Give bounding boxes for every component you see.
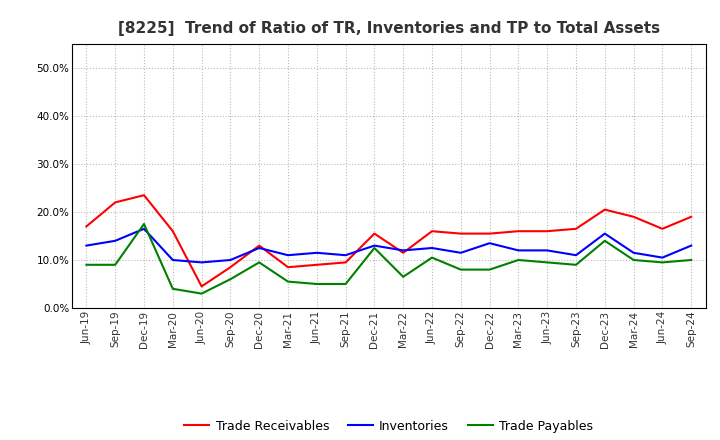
Inventories [370, 243, 379, 248]
Inventories [226, 257, 235, 263]
Trade Receivables [82, 224, 91, 229]
Trade Receivables [312, 262, 321, 268]
Trade Payables [399, 274, 408, 279]
Line: Trade Payables: Trade Payables [86, 224, 691, 293]
Inventories [399, 248, 408, 253]
Trade Receivables [111, 200, 120, 205]
Title: [8225]  Trend of Ratio of TR, Inventories and TP to Total Assets: [8225] Trend of Ratio of TR, Inventories… [118, 21, 660, 36]
Trade Receivables [168, 228, 177, 234]
Trade Payables [82, 262, 91, 268]
Inventories [658, 255, 667, 260]
Inventories [197, 260, 206, 265]
Trade Receivables [658, 226, 667, 231]
Trade Payables [629, 257, 638, 263]
Trade Payables [543, 260, 552, 265]
Inventories [572, 253, 580, 258]
Inventories [111, 238, 120, 243]
Trade Payables [600, 238, 609, 243]
Trade Payables [572, 262, 580, 268]
Inventories [514, 248, 523, 253]
Inventories [82, 243, 91, 248]
Inventories [284, 253, 292, 258]
Legend: Trade Receivables, Inventories, Trade Payables: Trade Receivables, Inventories, Trade Pa… [179, 414, 598, 437]
Trade Receivables [456, 231, 465, 236]
Trade Payables [168, 286, 177, 291]
Trade Payables [485, 267, 494, 272]
Trade Payables [197, 291, 206, 296]
Inventories [485, 241, 494, 246]
Trade Payables [226, 277, 235, 282]
Trade Receivables [572, 226, 580, 231]
Trade Receivables [399, 250, 408, 256]
Trade Payables [456, 267, 465, 272]
Trade Receivables [600, 207, 609, 212]
Inventories [341, 253, 350, 258]
Inventories [456, 250, 465, 256]
Trade Receivables [428, 228, 436, 234]
Trade Payables [658, 260, 667, 265]
Trade Payables [341, 281, 350, 286]
Line: Inventories: Inventories [86, 229, 691, 262]
Inventories [168, 257, 177, 263]
Trade Payables [111, 262, 120, 268]
Trade Receivables [514, 228, 523, 234]
Trade Receivables [284, 264, 292, 270]
Inventories [255, 246, 264, 251]
Trade Receivables [255, 243, 264, 248]
Trade Payables [140, 221, 148, 227]
Inventories [543, 248, 552, 253]
Trade Receivables [341, 260, 350, 265]
Inventories [600, 231, 609, 236]
Trade Payables [514, 257, 523, 263]
Trade Receivables [543, 228, 552, 234]
Inventories [428, 246, 436, 251]
Trade Payables [312, 281, 321, 286]
Inventories [312, 250, 321, 256]
Trade Receivables [140, 193, 148, 198]
Trade Receivables [687, 214, 696, 220]
Inventories [629, 250, 638, 256]
Trade Receivables [370, 231, 379, 236]
Trade Receivables [197, 284, 206, 289]
Inventories [140, 226, 148, 231]
Trade Payables [255, 260, 264, 265]
Trade Receivables [226, 264, 235, 270]
Trade Payables [370, 246, 379, 251]
Trade Payables [687, 257, 696, 263]
Inventories [687, 243, 696, 248]
Line: Trade Receivables: Trade Receivables [86, 195, 691, 286]
Trade Receivables [485, 231, 494, 236]
Trade Payables [284, 279, 292, 284]
Trade Payables [428, 255, 436, 260]
Trade Receivables [629, 214, 638, 220]
